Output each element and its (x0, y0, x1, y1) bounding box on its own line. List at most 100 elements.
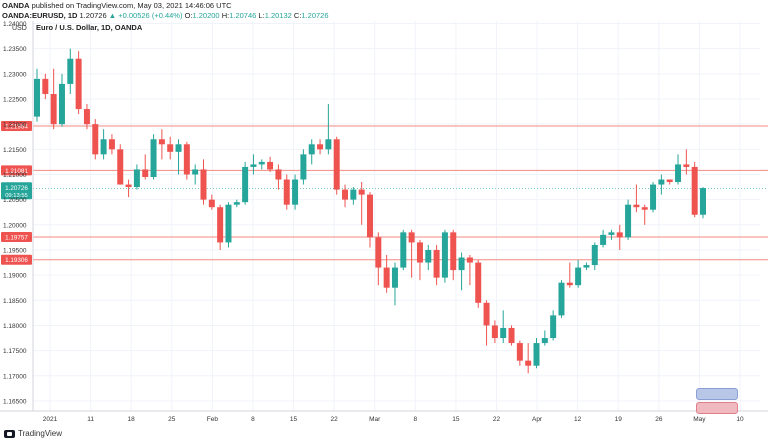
footer: TradingView (4, 429, 62, 438)
y-tick-label: 1.21000 (3, 172, 27, 179)
candle (150, 134, 157, 180)
candle-body (225, 204, 232, 243)
low-value: 1.20132 (264, 11, 292, 20)
candle (591, 242, 598, 271)
candle-body (508, 327, 515, 344)
y-tick-label: 1.17500 (3, 348, 27, 355)
candle-body (133, 169, 140, 188)
candle (108, 134, 115, 155)
candle-body (391, 267, 398, 288)
candle (566, 262, 573, 288)
candle-body (700, 188, 706, 215)
y-tick-label: 1.21500 (3, 147, 27, 154)
ohlc-line: OANDA:EURUSD, 1D 1.20726 ▲ +0.00526 (+0.… (2, 11, 329, 20)
candle-body (516, 343, 523, 361)
x-tick-label: Apr (532, 416, 543, 423)
candle-body (292, 179, 299, 205)
candle-body (83, 109, 90, 125)
candle (541, 330, 548, 346)
x-tick-label: 25 (168, 416, 176, 423)
candle-body (200, 169, 207, 200)
candle (650, 182, 657, 213)
candle (683, 149, 690, 175)
x-tick-label: 15 (452, 416, 460, 423)
y-tick-label: 1.20500 (3, 197, 27, 204)
countdown-label: 09:13:55 (5, 193, 28, 199)
y-tick-label: 1.24000 (3, 21, 27, 28)
candle-body (75, 58, 82, 110)
candle-body (408, 232, 415, 243)
candle (633, 184, 640, 213)
candle-body (308, 144, 315, 155)
candle-body (691, 166, 698, 215)
candle-body (67, 58, 74, 84)
candle-body (300, 154, 307, 180)
candle (75, 51, 82, 115)
candle (558, 280, 565, 318)
candle (416, 239, 423, 281)
symbol-label: OANDA:EURUSD, 1D (2, 11, 78, 20)
publisher-name: OANDA (2, 1, 30, 10)
candle (533, 338, 540, 369)
candle-body (283, 179, 290, 205)
candle (258, 159, 265, 170)
candle (641, 204, 648, 225)
candle-body (583, 265, 590, 268)
candle (550, 310, 557, 341)
candle-body (317, 144, 324, 150)
candle-body (416, 242, 423, 263)
level-label: 1.21081 (5, 168, 28, 175)
candle (317, 139, 324, 155)
candle (391, 262, 398, 306)
candle (375, 232, 382, 286)
candle-body (591, 244, 598, 266)
candle (658, 174, 665, 195)
level-label: 1.21964 (5, 123, 28, 130)
candle (583, 262, 590, 271)
candle-body (42, 78, 49, 94)
candle (217, 204, 224, 250)
candle-body (158, 139, 165, 145)
candle-body (192, 169, 199, 175)
footer-brand: TradingView (18, 429, 63, 438)
candle (183, 141, 190, 180)
y-tick-label: 1.17000 (3, 373, 27, 380)
candle (67, 48, 74, 94)
last-value: 1.20726 (79, 11, 107, 20)
candle (92, 119, 99, 160)
x-tick-label: Mar (369, 416, 381, 423)
candle (408, 229, 415, 278)
candle (350, 187, 357, 205)
candle-body (625, 204, 632, 238)
candle-body (142, 169, 149, 177)
candle-body (541, 338, 548, 344)
level-label-bg (1, 120, 32, 131)
candle (367, 192, 373, 248)
candle (175, 139, 182, 175)
level-label-bg (1, 254, 32, 265)
time-axis: 2021 11 18 25 Feb 8 15 22 Mar 8 15 22 Apr 12 19 26 May 10 (0, 410, 768, 423)
y-tick-label: 1.20000 (3, 222, 27, 229)
candle (292, 174, 299, 210)
chart-title: Euro / U.S. Dollar, 1D, OANDA (36, 23, 143, 32)
candle-body (491, 325, 498, 339)
x-tick-label: May (693, 416, 706, 423)
candle-body (333, 139, 340, 190)
x-tick-label: 10 (736, 416, 744, 423)
candle (491, 320, 498, 344)
logo-badge (696, 388, 738, 414)
candle (200, 159, 207, 205)
candle-body (575, 267, 582, 286)
candle (600, 229, 607, 248)
candle (433, 244, 440, 286)
publish-line: OANDA published on TradingView.com, May … (2, 1, 232, 10)
candle-body (658, 179, 665, 185)
candle (441, 229, 448, 283)
close-value: 1.20726 (301, 11, 329, 20)
candle-body (250, 164, 257, 167)
high-label: H: (221, 11, 230, 20)
x-tick-label: 8 (251, 416, 255, 423)
candle-body (275, 169, 282, 180)
badge-row-top (696, 388, 738, 400)
